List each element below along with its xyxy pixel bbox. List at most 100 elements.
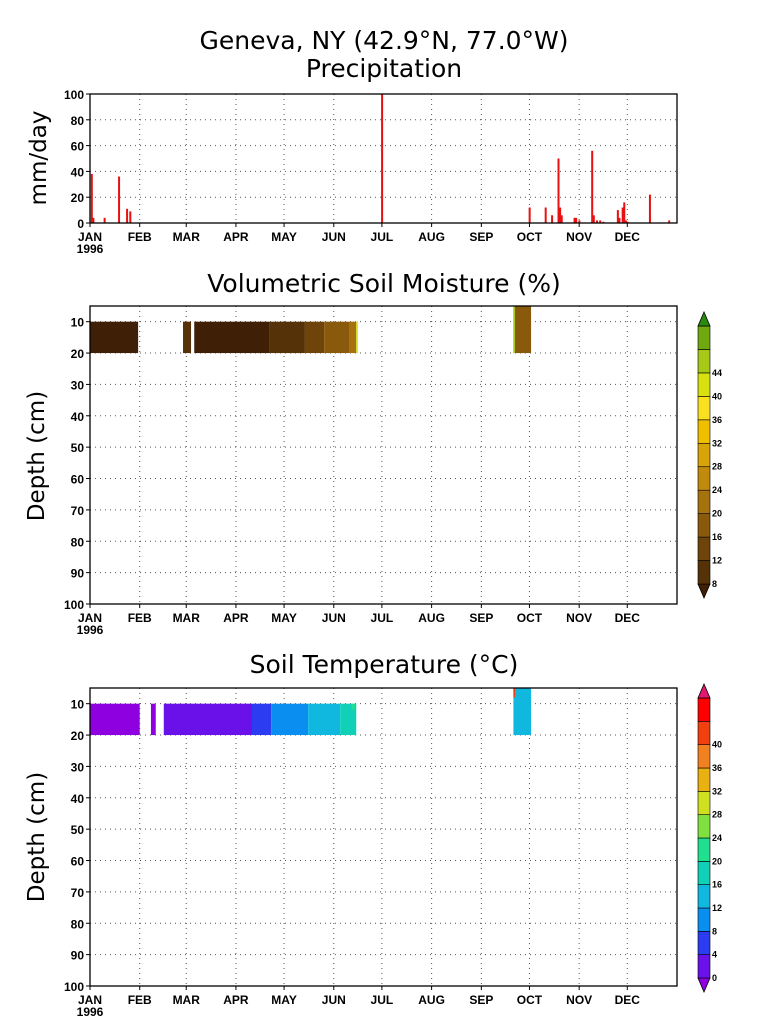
precipitation-y-tick-label: 80 <box>71 114 85 128</box>
soil-moisture-colorbar-segment <box>697 325 711 350</box>
soil-temperature-y-tick-label: 60 <box>71 855 85 869</box>
soil-moisture-colorbar-label: 28 <box>712 462 722 472</box>
precipitation-panel: Precipitation mm/day 0 20 40 60 80 100 JAN FEB M… <box>26 54 678 256</box>
soil-temperature-x-tick-label: JUL <box>371 993 394 1007</box>
soil-moisture-cell <box>269 321 305 354</box>
precipitation-bar <box>596 220 599 223</box>
soil-temperature-cell <box>340 703 357 736</box>
precipitation-bar <box>621 207 624 223</box>
soil-moisture-colorbar-segment <box>697 466 711 491</box>
soil-moisture-cell <box>194 321 270 354</box>
precipitation-x-tick-label: JUN <box>322 230 346 244</box>
soil-temperature-panel: Soil Temperature (°C) Depth (cm) 10 20 30 4… <box>24 650 722 1019</box>
soil-temperature-y-tick-label: 70 <box>71 886 85 900</box>
soil-temperature-colorbar-label: 24 <box>712 833 722 843</box>
soil-moisture-colorbar-label: 24 <box>712 485 722 495</box>
precipitation-y-label: mm/day <box>26 111 52 206</box>
precipitation-bar <box>551 215 554 223</box>
soil-moisture-colorbar-label: 36 <box>712 415 722 425</box>
soil-temperature-cell <box>150 703 156 736</box>
soil-temperature-colorbar-high-arrow <box>697 682 711 699</box>
precipitation-bar <box>544 207 547 223</box>
soil-moisture-y-tick-label: 40 <box>71 410 85 424</box>
soil-moisture-cell <box>356 321 358 354</box>
figure-title: Geneva, NY (42.9°N, 77.0°W) <box>199 26 568 55</box>
precipitation-y-tick-label: 0 <box>77 217 84 231</box>
soil-temperature-x-tick-label: AUG <box>418 993 445 1007</box>
precipitation-bar <box>578 220 581 223</box>
precipitation-x-tick-label: APR <box>223 230 249 244</box>
soil-moisture-cell <box>304 321 325 354</box>
soil-temperature-colorbar-label: 36 <box>712 763 722 773</box>
soil-temperature-colorbar: 0 4 8 12 16 20 24 28 32 36 40 <box>697 682 722 994</box>
soil-moisture-cell <box>349 321 357 354</box>
precipitation-y-tick-label: 60 <box>71 140 85 154</box>
precipitation-bar <box>92 217 95 223</box>
soil-moisture-grid <box>90 306 677 604</box>
soil-temperature-x-tick-label: SEP <box>469 993 493 1007</box>
precipitation-y-tick-label: 20 <box>71 191 85 205</box>
precipitation-bar <box>616 210 619 223</box>
precipitation-plot-frame <box>89 93 678 224</box>
soil-temperature-colorbar-segment <box>697 884 711 909</box>
soil-temperature-x-tick-label: NOV <box>566 993 592 1007</box>
soil-moisture-colorbar-segment <box>697 560 711 585</box>
soil-temperature-y-tick-label: 20 <box>71 729 85 743</box>
soil-moisture-cell <box>513 306 516 354</box>
soil-moisture-colorbar-label: 20 <box>712 509 722 519</box>
soil-moisture-colorbar-label: 44 <box>712 368 722 378</box>
soil-temperature-y-tick-label: 100 <box>64 980 84 994</box>
soil-moisture-colorbar-segment <box>697 536 711 561</box>
precipitation-bar <box>528 207 531 223</box>
soil-moisture-y-tick-label: 90 <box>71 567 85 581</box>
precipitation-bar <box>557 158 560 223</box>
precipitation-x-tick-label: JUL <box>371 230 394 244</box>
soil-moisture-x-tick-label: JUL <box>371 611 394 625</box>
soil-moisture-x-tick-label: JUN <box>322 611 346 625</box>
soil-temperature-x-tick-label: MAY <box>271 993 297 1007</box>
precipitation-x-tick-label: AUG <box>418 230 445 244</box>
soil-temperature-y-tick-label: 50 <box>71 823 85 837</box>
precipitation-bar <box>559 207 562 223</box>
soil-moisture-x-tick-label: JAN <box>78 611 102 625</box>
precipitation-x-tick-label: MAR <box>173 230 201 244</box>
soil-temperature-colorbar-segment <box>697 907 711 932</box>
soil-temperature-colorbar-label: 40 <box>712 740 722 750</box>
soil-temperature-colorbar-label: 8 <box>712 926 717 936</box>
soil-moisture-colorbar-segment <box>697 349 711 374</box>
precipitation-x-tick-label: OCT <box>517 230 543 244</box>
precipitation-x-tick-label: DEC <box>615 230 641 244</box>
soil-temperature-x-tick-label: JUN <box>322 993 346 1007</box>
soil-temperature-colorbar-segment <box>697 791 711 815</box>
soil-moisture-x-tick-label: OCT <box>517 611 543 625</box>
precipitation-y-tick-label: 100 <box>64 88 84 102</box>
precipitation-title: Precipitation <box>306 54 462 83</box>
soil-moisture-cell <box>324 321 350 354</box>
soil-moisture-colorbar-segment <box>697 513 711 538</box>
soil-moisture-y-tick-label: 60 <box>71 473 85 487</box>
soil-moisture-colorbar-low-arrow <box>697 583 711 600</box>
precipitation-x-tick-label: SEP <box>469 230 493 244</box>
soil-moisture-panel: Volumetric Soil Moisture (%) Depth (cm) … <box>24 269 722 637</box>
soil-moisture-x-tick-label: NOV <box>566 611 592 625</box>
soil-temperature-y-tick-label: 30 <box>71 760 85 774</box>
soil-moisture-colorbar-segment <box>697 489 711 514</box>
soil-temperature-cell <box>251 703 272 736</box>
precipitation-bar <box>623 202 626 223</box>
soil-temperature-title: Soil Temperature (°C) <box>250 650 519 679</box>
precipitation-bar <box>560 215 563 223</box>
soil-temperature-colorbar-label: 4 <box>712 950 717 960</box>
soil-temperature-y-tick-label: 40 <box>71 792 85 806</box>
soil-temperature-year-label: 1996 <box>77 1005 104 1019</box>
soil-moisture-colorbar-label: 32 <box>712 438 722 448</box>
soil-temperature-y-tick-label: 80 <box>71 917 85 931</box>
soil-moisture-colorbar-segment <box>697 372 711 397</box>
soil-moisture-colorbar-segment <box>697 419 711 444</box>
soil-temperature-colorbar-segment <box>697 697 711 722</box>
precipitation-x-tick-label: JAN <box>78 230 102 244</box>
soil-moisture-colorbar: 8 12 16 20 24 28 32 36 40 44 <box>697 310 722 600</box>
soil-temperature-colorbar-segment <box>697 814 711 839</box>
